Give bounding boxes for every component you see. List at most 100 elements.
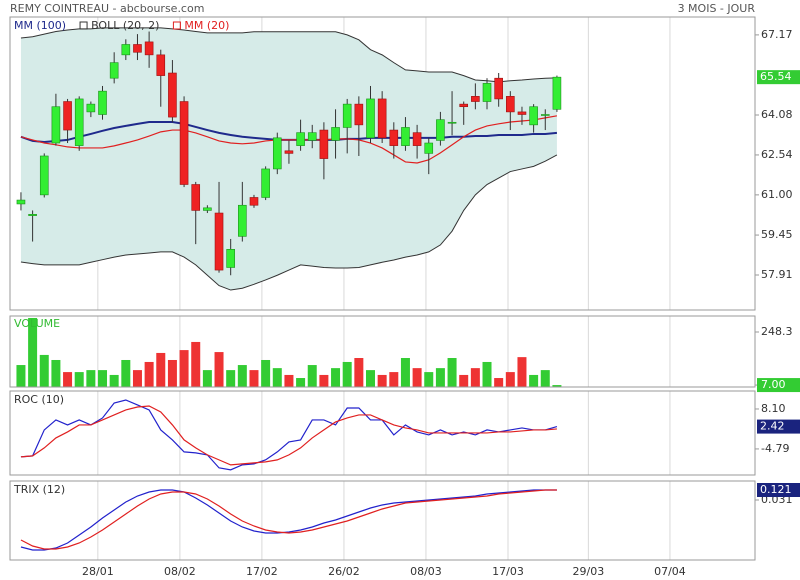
last-price-box (757, 70, 800, 85)
volume-bar (132, 370, 142, 387)
volume-bar (98, 370, 108, 387)
candle-body (51, 106, 61, 144)
bollinger-upper (20, 27, 557, 83)
volume-bar (237, 365, 247, 387)
volume-bar (389, 372, 399, 387)
candle-body (179, 101, 189, 185)
last-value-label: 0.121 (760, 483, 792, 496)
candle-body (214, 212, 224, 271)
moving-average (20, 115, 558, 164)
volume-bar (494, 378, 504, 387)
volume-bar (191, 341, 201, 387)
candle-body (144, 41, 154, 56)
volume-bar (284, 374, 294, 387)
volume-bar (144, 361, 154, 387)
legend-label: BOLL (20, 2) (91, 19, 159, 32)
candle-body (424, 142, 434, 154)
candle-body (529, 106, 538, 126)
legend-label: MM (100) (14, 19, 66, 32)
volume-bar (540, 370, 550, 387)
volume-bar (121, 359, 131, 387)
candle-body (272, 137, 282, 170)
y-tick-label: 67.17 (761, 28, 793, 41)
panel-frame (9, 315, 756, 388)
indicator-line (20, 489, 557, 551)
volume-bar (261, 359, 271, 387)
volume-bar (400, 358, 410, 387)
panel (10, 481, 755, 560)
volume-bar (28, 317, 38, 387)
volume-bar (214, 352, 224, 387)
candle-body (226, 249, 235, 268)
candle-body (168, 72, 177, 118)
volume-bar (272, 368, 282, 387)
candle-body (249, 197, 259, 206)
panel-frame (9, 390, 756, 476)
volume-bar (86, 370, 96, 387)
candle-body (307, 132, 317, 141)
volume-bar (377, 374, 387, 387)
x-tick-label: 07/04 (654, 565, 686, 578)
candle-body (109, 62, 119, 79)
volume-bar (156, 352, 166, 387)
volume-bar (202, 370, 212, 387)
candle-body (28, 214, 37, 216)
candle-body (191, 184, 201, 211)
candle-body (342, 103, 352, 128)
panel-title: VOLUME (14, 317, 60, 330)
candle-body (331, 127, 340, 141)
chart-subtitle: 3 MOIS - JOUR (678, 2, 756, 15)
volume-bar (109, 374, 119, 387)
volume-bar (505, 372, 515, 387)
volume-bar (226, 370, 236, 387)
candle-body (377, 98, 387, 139)
panel-title: TRIX (12) (13, 483, 65, 496)
candle-body (98, 90, 107, 115)
y-tick-label: -4.79 (761, 442, 789, 455)
volume-bar (179, 350, 189, 387)
volume-bar (63, 372, 73, 387)
legend-swatch (79, 21, 88, 30)
candle-body (401, 127, 410, 146)
candle-body (494, 77, 503, 100)
y-tick-label: 61.00 (761, 188, 793, 201)
volume-bar (249, 370, 259, 387)
y-tick-label: 62.54 (761, 148, 793, 161)
panel-title: ROC (10) (14, 393, 64, 406)
x-tick-label: 26/02 (328, 565, 360, 578)
candle-body (261, 168, 270, 198)
panel (10, 391, 755, 475)
candle-body (121, 44, 131, 56)
candle-body (517, 111, 527, 115)
candle-body (436, 119, 445, 141)
volume-bar (319, 374, 329, 387)
volume-bar (447, 358, 457, 387)
volume-bar (51, 359, 61, 387)
candle-body (354, 103, 364, 126)
indicator-line (20, 405, 557, 466)
volume-bar (296, 378, 306, 387)
panel-frame (9, 480, 756, 561)
candle-body (133, 44, 142, 53)
candle-body (86, 103, 96, 113)
candle-body (366, 98, 375, 139)
y-tick-label: 8.10 (761, 402, 786, 415)
candle-body (506, 96, 515, 113)
volume-bar (459, 374, 469, 387)
y-tick-label: 64.08 (761, 108, 793, 121)
volume-bar (529, 374, 539, 387)
volume-bar (517, 357, 527, 387)
last-value-label: 2.42 (760, 420, 785, 433)
candle-body (238, 204, 247, 237)
candle-body (540, 114, 550, 116)
volume-bar (331, 368, 341, 387)
candle-body (203, 207, 212, 211)
y-tick-label: 59.45 (761, 228, 793, 241)
candle-body (74, 98, 84, 146)
candle-body (459, 103, 469, 108)
legend-label: MM (20) (184, 19, 229, 32)
candle-body (39, 155, 49, 196)
x-tick-label: 08/02 (164, 565, 196, 578)
last-value-box (757, 419, 800, 434)
